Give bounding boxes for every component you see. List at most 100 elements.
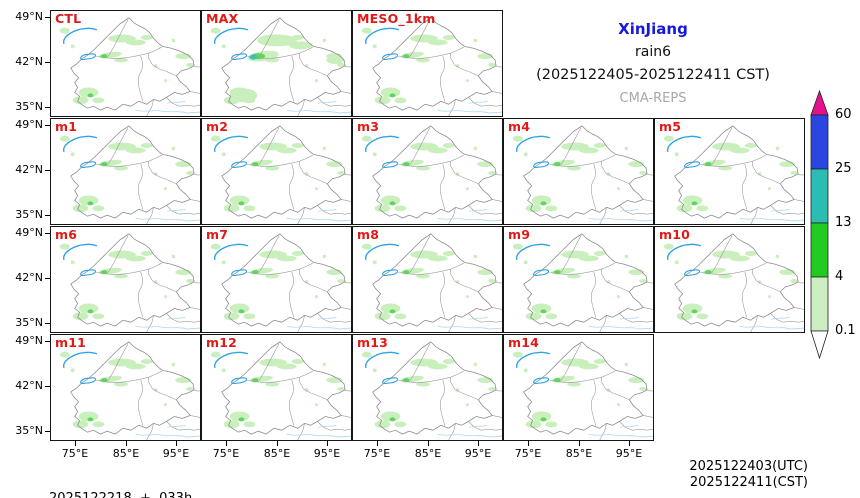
map-panel-CTL: CTL [50, 10, 201, 117]
map-panel-MAX: MAX [201, 10, 352, 117]
map-panel-m2: m2 [201, 118, 352, 225]
map-panel-m1: m1 [50, 118, 201, 225]
panel-label-m5: m5 [659, 119, 682, 134]
lon-tick-mark [528, 441, 529, 446]
lat-tick-label: 35°N [15, 424, 43, 437]
lat-tick-mark [45, 125, 50, 126]
lon-tick-label: 95°E [464, 447, 492, 460]
valid-time-utc: 2025122403(UTC) [689, 459, 808, 474]
lon-tick-mark [327, 441, 328, 446]
xinjiang-map [210, 125, 351, 224]
lon-tick-mark [428, 441, 429, 446]
lon-tick-label: 95°E [162, 447, 190, 460]
colorbar-seg-25-60 [810, 114, 829, 170]
lat-tick-label: 35°N [15, 316, 43, 329]
xinjiang-map [361, 341, 502, 440]
lon-tick-label: 75°E [212, 447, 240, 460]
map-panel-m9: m9 [503, 226, 654, 333]
lon-tick-label: 85°E [263, 447, 291, 460]
panel-label-m4: m4 [508, 119, 531, 134]
panel-label-CTL: CTL [55, 11, 82, 26]
lon-tick-mark [176, 441, 177, 446]
init-time-block: 2025122218 + 033h 2025122302 + 033h [49, 459, 192, 498]
map-panel-m7: m7 [201, 226, 352, 333]
xinjiang-map [361, 233, 502, 332]
xinjiang-map [663, 125, 804, 224]
lon-tick-label: 75°E [363, 447, 391, 460]
map-panel-m5: m5 [654, 118, 805, 225]
colorbar-label-13: 13 [835, 215, 852, 230]
colorbar-label-60: 60 [835, 107, 852, 122]
lat-tick-label: 49°N [15, 226, 43, 239]
lon-tick-mark [277, 441, 278, 446]
lat-tick-mark [45, 431, 50, 432]
map-panel-m14: m14 [503, 334, 654, 441]
lat-tick-label: 35°N [15, 208, 43, 221]
lat-tick-mark [45, 233, 50, 234]
xinjiang-map [59, 233, 200, 332]
title-block: XinJiang rain6 (2025122405-2025122411 CS… [508, 18, 798, 110]
xinjiang-map [210, 233, 351, 332]
panel-label-m10: m10 [659, 227, 691, 242]
init-time-line1: 2025122218 + 033h [49, 491, 192, 498]
title-variable: rain6 [634, 44, 671, 60]
xinjiang-map [663, 233, 804, 332]
xinjiang-map [512, 341, 653, 440]
panel-label-m14: m14 [508, 335, 540, 350]
map-panel-m13: m13 [352, 334, 503, 441]
colorbar-seg-13-25 [810, 168, 829, 224]
valid-time-cst: 2025122411(CST) [689, 475, 808, 490]
lat-tick-label: 49°N [15, 334, 43, 347]
lon-tick-label: 95°E [313, 447, 341, 460]
lon-tick-label: 75°E [514, 447, 542, 460]
lat-tick-mark [45, 170, 50, 171]
map-panel-m3: m3 [352, 118, 503, 225]
panel-label-m11: m11 [55, 335, 87, 350]
lat-tick-label: 49°N [15, 10, 43, 23]
lon-tick-label: 85°E [112, 447, 140, 460]
xinjiang-map [512, 233, 653, 332]
xinjiang-map [59, 125, 200, 224]
lat-tick-label: 35°N [15, 100, 43, 113]
map-panel-m4: m4 [503, 118, 654, 225]
lat-tick-mark [45, 107, 50, 108]
map-panel-m8: m8 [352, 226, 503, 333]
lon-tick-label: 95°E [615, 447, 643, 460]
map-panel-m11: m11 [50, 334, 201, 441]
lat-tick-label: 42°N [15, 163, 43, 176]
lon-tick-mark [579, 441, 580, 446]
panel-label-MESO_1km: MESO_1km [357, 11, 436, 26]
xinjiang-map [59, 17, 200, 116]
colorbar-label-25: 25 [835, 161, 852, 176]
lat-tick-mark [45, 341, 50, 342]
lon-tick-mark [629, 441, 630, 446]
valid-time-block: 2025122403(UTC) 2025122411(CST) [689, 459, 808, 491]
map-panel-m12: m12 [201, 334, 352, 441]
panel-label-m13: m13 [357, 335, 389, 350]
lat-tick-mark [45, 62, 50, 63]
lon-tick-mark [377, 441, 378, 446]
panel-label-m2: m2 [206, 119, 229, 134]
lat-tick-label: 42°N [15, 379, 43, 392]
panel-label-m6: m6 [55, 227, 78, 242]
map-panel-MESO_1km: MESO_1km [352, 10, 503, 117]
lon-tick-label: 75°E [61, 447, 89, 460]
lon-tick-mark [226, 441, 227, 446]
panel-label-MAX: MAX [206, 11, 239, 26]
lat-tick-label: 42°N [15, 55, 43, 68]
colorbar-seg-01-4 [810, 276, 829, 332]
lon-tick-mark [478, 441, 479, 446]
panel-label-m3: m3 [357, 119, 380, 134]
colorbar-under-arrow [810, 330, 829, 360]
xinjiang-map [210, 341, 351, 440]
xinjiang-map [59, 341, 200, 440]
lat-tick-label: 42°N [15, 271, 43, 284]
map-panel-m10: m10 [654, 226, 805, 333]
xinjiang-map [361, 125, 502, 224]
lon-tick-label: 85°E [414, 447, 442, 460]
panel-label-m8: m8 [357, 227, 380, 242]
colorbar-label-4: 4 [835, 269, 844, 284]
title-region: XinJiang [618, 20, 688, 38]
lat-tick-mark [45, 323, 50, 324]
